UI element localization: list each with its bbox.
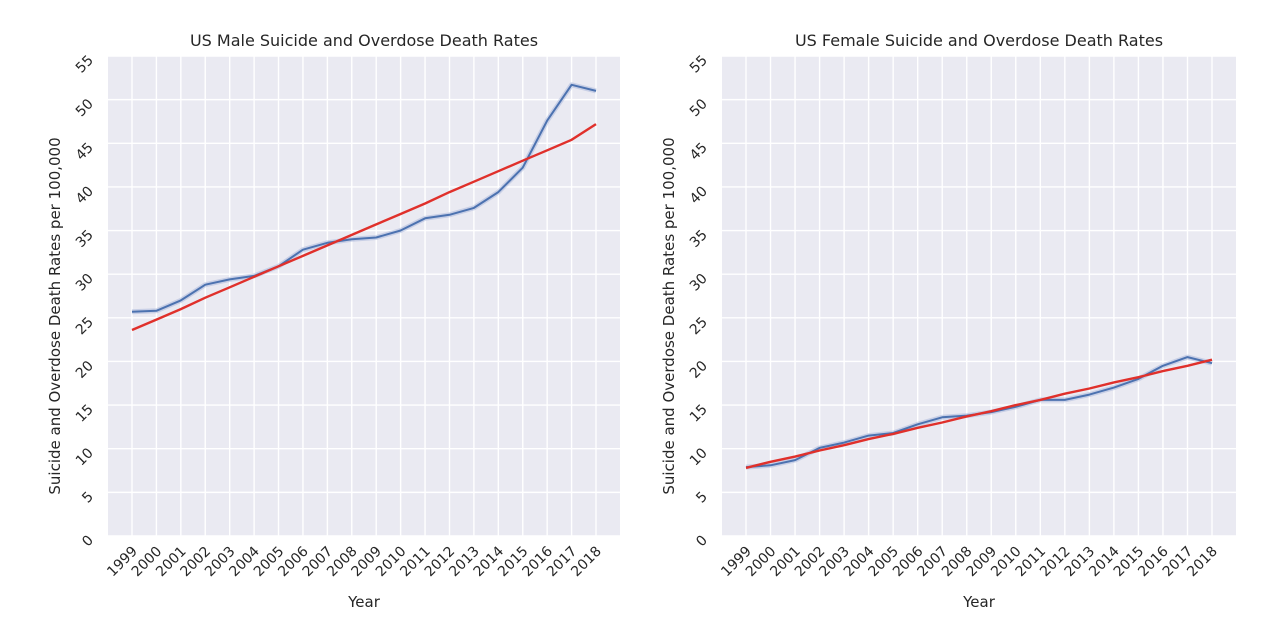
y-tick-label: 45	[687, 140, 711, 164]
series-trend-line	[745, 358, 1213, 470]
y-tick-label: 15	[73, 402, 97, 426]
y-tick-label: 35	[73, 227, 97, 251]
y-tick-label: 45	[73, 140, 97, 164]
y-tick-label: 55	[73, 53, 97, 77]
chart-panel-0: 0510152025303540455055199920002001200220…	[46, 31, 620, 611]
y-tick-label: 30	[73, 271, 97, 295]
y-tick-label: 35	[687, 227, 711, 251]
y-tick-label: 55	[687, 53, 711, 77]
y-tick-label: 50	[73, 96, 97, 120]
y-tick-label: 25	[73, 314, 97, 338]
y-tick-label: 20	[73, 358, 97, 382]
y-tick-label: 40	[73, 183, 97, 207]
y-tick-label: 50	[687, 96, 711, 120]
y-tick-label: 25	[687, 314, 711, 338]
x-axis-label: Year	[347, 593, 381, 611]
y-tick-label: 20	[687, 358, 711, 382]
y-tick-label: 40	[687, 183, 711, 207]
y-tick-label: 15	[687, 402, 711, 426]
y-tick-label: 10	[687, 445, 711, 469]
series-actual-line	[131, 83, 597, 313]
plot-area	[722, 56, 1236, 536]
y-tick-label: 5	[79, 489, 97, 507]
y-tick-label: 10	[73, 445, 97, 469]
y-tick-label: 0	[79, 533, 97, 551]
chart-title: US Female Suicide and Overdose Death Rat…	[795, 31, 1163, 50]
x-axis-label: Year	[962, 593, 996, 611]
y-axis-label: Suicide and Overdose Death Rates per 100…	[46, 137, 64, 494]
chart-title: US Male Suicide and Overdose Death Rates	[190, 31, 538, 50]
y-tick-label: 0	[693, 533, 711, 551]
y-tick-label: 30	[687, 271, 711, 295]
y-tick-label: 5	[693, 489, 711, 507]
plot-area	[108, 56, 620, 536]
series-trend-line	[131, 123, 597, 332]
chart-panel-1: 0510152025303540455055199920002001200220…	[660, 31, 1236, 611]
y-axis-label: Suicide and Overdose Death Rates per 100…	[660, 137, 678, 494]
